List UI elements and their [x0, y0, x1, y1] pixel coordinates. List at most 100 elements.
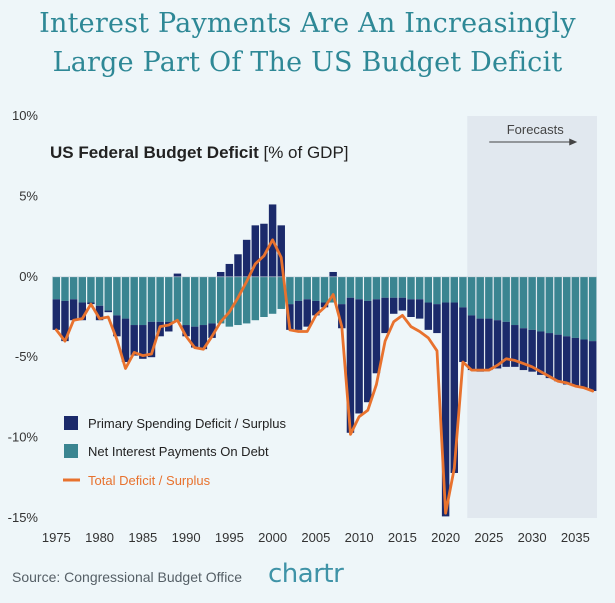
- primary-bar: [537, 331, 545, 375]
- primary-bar: [78, 302, 87, 321]
- x-tick-label: 1990: [172, 530, 201, 545]
- primary-bar: [476, 318, 484, 372]
- legend-label-primary: Primary Spending Deficit / Surplus: [88, 416, 286, 431]
- primary-bar: [121, 318, 130, 363]
- primary-bar: [191, 326, 199, 348]
- y-tick-label: 5%: [19, 188, 38, 203]
- primary-bar: [415, 299, 424, 319]
- primary-bar: [182, 325, 190, 337]
- interest-bar: [588, 276, 597, 342]
- interest-bar: [511, 276, 519, 326]
- interest-bar: [415, 276, 424, 300]
- interest-bar: [69, 276, 78, 300]
- primary-bar: [216, 271, 225, 277]
- primary-bar: [424, 302, 433, 330]
- interest-bar: [147, 276, 156, 322]
- interest-bar: [537, 276, 545, 332]
- interest-bar: [502, 276, 510, 322]
- interest-bar: [156, 276, 164, 322]
- primary-bar: [329, 271, 337, 277]
- x-tick-label: 1980: [85, 530, 114, 545]
- interest-bar: [545, 276, 554, 334]
- primary-bar: [225, 263, 234, 277]
- legend-label-interest: Net Interest Payments On Debt: [88, 444, 269, 459]
- primary-bar: [502, 321, 510, 367]
- legend-swatch-interest: [64, 444, 78, 458]
- interest-bar: [571, 276, 580, 338]
- primary-bar: [199, 325, 208, 350]
- chart-title: Interest Payments Are An Increasingly La…: [0, 4, 615, 82]
- interest-bar: [113, 276, 121, 316]
- interest-bar: [441, 276, 450, 303]
- interest-bar: [493, 276, 502, 321]
- x-tick-label: 1975: [42, 530, 71, 545]
- x-tick-label: 2030: [518, 530, 547, 545]
- interest-bar: [52, 276, 61, 300]
- title-line-2: Large Part Of The US Budget Deficit: [52, 47, 563, 78]
- interest-bar: [312, 276, 320, 301]
- interest-bar: [485, 276, 493, 319]
- interest-bar: [450, 276, 458, 303]
- forecast-arrow-head: [569, 138, 578, 146]
- primary-bar: [433, 304, 441, 334]
- x-tick-label: 2005: [301, 530, 330, 545]
- primary-bar: [303, 299, 311, 327]
- interest-bar: [208, 276, 216, 324]
- interest-bar: [199, 276, 208, 326]
- x-tick-label: 2035: [561, 530, 590, 545]
- interest-bar: [381, 276, 389, 298]
- x-tick-label: 2020: [431, 530, 460, 545]
- primary-bar: [511, 325, 519, 367]
- primary-bar: [113, 315, 121, 337]
- y-tick-label: -15%: [8, 510, 39, 525]
- primary-bar: [294, 300, 303, 330]
- y-tick-label: 10%: [12, 108, 38, 123]
- primary-bar: [147, 321, 156, 358]
- primary-bar: [251, 225, 260, 277]
- interest-bar: [234, 276, 242, 326]
- primary-bar: [234, 254, 242, 277]
- primary-bar: [312, 300, 320, 316]
- x-tick-label: 2025: [474, 530, 503, 545]
- interest-bar: [139, 276, 147, 326]
- y-tick-label: -10%: [8, 430, 39, 445]
- interest-bar: [191, 276, 199, 327]
- primary-bar: [52, 299, 61, 330]
- interest-bar: [165, 276, 173, 322]
- primary-bar: [69, 299, 78, 321]
- interest-bar: [87, 276, 95, 303]
- primary-bar: [104, 310, 112, 313]
- primary-bar: [372, 299, 381, 374]
- primary-bar: [562, 336, 571, 385]
- interest-bar: [260, 276, 268, 317]
- primary-bar: [441, 302, 450, 517]
- interest-bar: [554, 276, 562, 335]
- primary-bar: [554, 334, 562, 382]
- primary-bar: [588, 341, 597, 391]
- interest-bar: [433, 276, 441, 305]
- interest-bar: [104, 276, 112, 311]
- primary-bar: [338, 304, 346, 329]
- primary-bar: [389, 297, 398, 314]
- legend-label-total: Total Deficit / Surplus: [88, 473, 211, 488]
- interest-bar: [182, 276, 190, 326]
- primary-bar: [493, 320, 502, 369]
- interest-bar: [372, 276, 381, 300]
- interest-bar: [251, 276, 260, 321]
- primary-bar: [459, 307, 467, 363]
- interest-bar: [225, 276, 234, 327]
- interest-bar: [338, 276, 346, 305]
- interest-bar: [286, 276, 294, 305]
- interest-bar: [320, 276, 329, 303]
- interest-bar: [476, 276, 484, 319]
- x-tick-label: 2015: [388, 530, 417, 545]
- interest-bar: [355, 276, 363, 300]
- x-tick-label: 1995: [215, 530, 244, 545]
- interest-bar: [130, 276, 138, 326]
- primary-bar: [519, 328, 528, 371]
- chart-subtitle: US Federal Budget Deficit [% of GDP]: [50, 143, 349, 162]
- primary-bar: [139, 325, 147, 359]
- primary-bar: [571, 337, 580, 387]
- primary-bar: [346, 297, 355, 433]
